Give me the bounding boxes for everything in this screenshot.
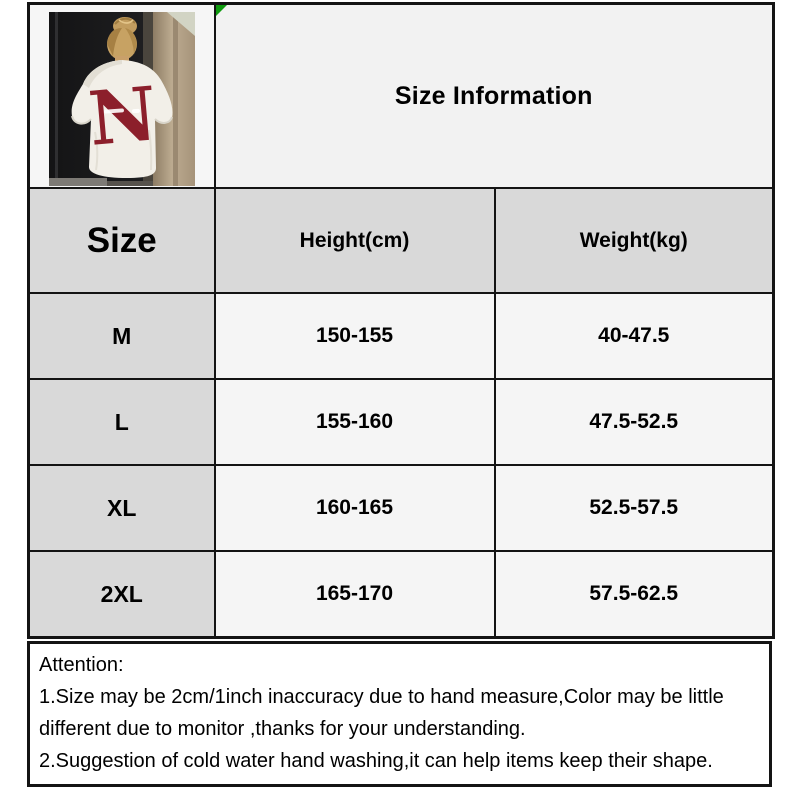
size-information-header-cell: Size Information [213, 2, 775, 189]
size-table: N Size Information Size Height(cm) Weigh… [27, 2, 776, 639]
table-row-2xl: 2XL 165-170 57.5-62.5 [27, 550, 775, 639]
size-label: L [27, 378, 216, 466]
title-row: N Size Information [27, 2, 775, 189]
green-corner-flag-icon [216, 5, 227, 16]
weight-value: 40-47.5 [493, 292, 775, 380]
page-title: Size Information [394, 81, 593, 110]
table-row-l: L 155-160 47.5-52.5 [27, 378, 775, 466]
height-value: 150-155 [213, 292, 496, 380]
column-header-height: Height(cm) [213, 187, 496, 294]
attention-notes: Attention: 1.Size may be 2cm/1inch inacc… [27, 641, 772, 787]
product-photo: N [48, 12, 195, 186]
table-row-m: M 150-155 40-47.5 [27, 292, 775, 380]
product-photo-illustration: N [48, 12, 195, 186]
table-header-row: Size Height(cm) Weight(kg) [27, 187, 775, 294]
column-header-weight: Weight(kg) [493, 187, 775, 294]
size-chart-sheet: N Size Information Size Height(cm) Weigh… [27, 2, 776, 787]
weight-value: 52.5-57.5 [493, 464, 775, 552]
attention-title: Attention: [39, 654, 124, 676]
weight-value: 47.5-52.5 [493, 378, 775, 466]
size-label: 2XL [27, 550, 216, 639]
product-photo-cell: N [27, 2, 216, 189]
weight-value: 57.5-62.5 [493, 550, 775, 639]
svg-text:N: N [85, 71, 160, 163]
height-value: 155-160 [213, 378, 496, 466]
attention-note-2: 2.Suggestion of cold water hand washing,… [39, 750, 713, 772]
height-value: 165-170 [213, 550, 496, 639]
height-value: 160-165 [213, 464, 496, 552]
size-label: M [27, 292, 216, 380]
attention-note-1: 1.Size may be 2cm/1inch inaccuracy due t… [39, 686, 724, 740]
table-row-xl: XL 160-165 52.5-57.5 [27, 464, 775, 552]
size-label: XL [27, 464, 216, 552]
column-header-size: Size [27, 187, 216, 294]
